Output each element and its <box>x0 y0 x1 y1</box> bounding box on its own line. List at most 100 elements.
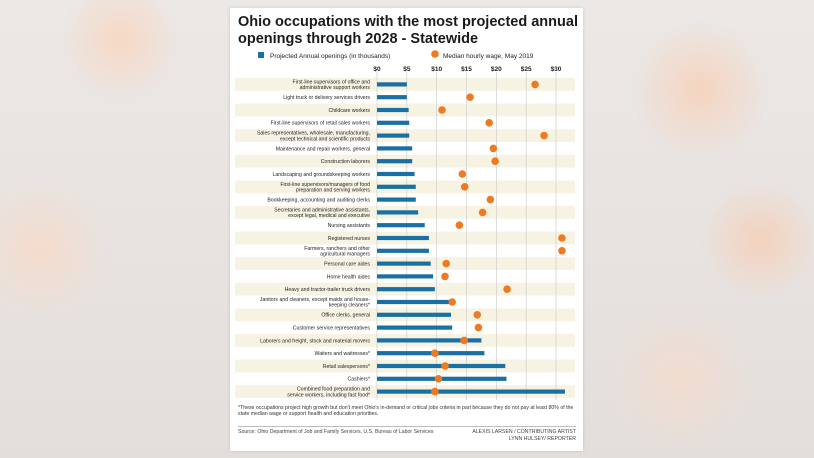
category-label: First-line supervisors of office and <box>293 80 371 86</box>
legend-bar-label: Projected Annual openings (in thousands) <box>270 53 390 60</box>
wage-dot <box>434 375 443 383</box>
openings-bar <box>377 210 419 215</box>
wage-dot <box>460 183 469 191</box>
category-label: Construction laborers <box>321 159 371 165</box>
openings-bar <box>377 171 415 177</box>
openings-bar <box>377 133 410 138</box>
wage-dot <box>466 93 474 101</box>
wage-dot <box>455 221 464 229</box>
source-note: Source: Ohio Department of Job and Famil… <box>238 429 434 435</box>
category-label: agricultural managers <box>320 252 370 258</box>
wage-dot <box>531 80 539 89</box>
openings-bar <box>377 261 431 266</box>
category-label: Bookkeeping, accounting and auditing cle… <box>267 198 370 204</box>
category-label: keeping cleaners* <box>329 303 370 309</box>
category-label: Sales representatives, wholesale, manufa… <box>257 131 370 137</box>
wage-dot <box>491 157 499 165</box>
category-label: service workers, including fast food* <box>287 392 370 398</box>
openings-bar <box>377 82 407 87</box>
category-label: Registered nurses <box>328 236 371 242</box>
openings-bar <box>377 274 434 279</box>
openings-bar <box>377 299 450 305</box>
wage-dot <box>473 311 482 319</box>
category-label: Maintenance and repair workers, general <box>276 146 370 152</box>
wage-dot <box>458 170 467 178</box>
openings-bar <box>377 287 435 292</box>
openings-bar <box>377 312 451 317</box>
category-label: Janitors and cleaners, except maids and … <box>260 297 370 303</box>
openings-bar <box>377 120 410 125</box>
category-label: Cashiers* <box>348 377 371 383</box>
openings-bar <box>377 338 482 343</box>
top-tick-label: $0 <box>373 66 381 73</box>
legend-wage-swatch <box>431 50 439 58</box>
top-tick-label: $10 <box>431 66 442 73</box>
category-label: except technical and scientific products <box>280 136 370 142</box>
footnote: *These occupations project high growth b… <box>238 405 574 418</box>
openings-bar <box>377 363 506 369</box>
top-tick-label: $20 <box>491 66 502 73</box>
openings-bar <box>377 95 407 100</box>
category-label: Home health aides <box>327 274 371 280</box>
openings-bar <box>377 389 565 394</box>
category-label: Retail salespersons* <box>323 364 370 370</box>
openings-bar <box>377 159 413 164</box>
category-label: preparation and serving workers <box>296 188 371 194</box>
top-tick-label: $15 <box>461 66 472 73</box>
openings-bar <box>377 184 416 189</box>
category-label: Heavy and tractor-trailer truck drivers <box>285 287 371 293</box>
openings-bar <box>377 107 409 113</box>
category-label: Landscaping and groundskeeping workers <box>273 172 371 178</box>
category-label: administrative support workers <box>300 85 371 91</box>
divider <box>238 426 576 427</box>
wage-dot <box>431 387 439 396</box>
category-label: Office clerks, general <box>321 313 370 319</box>
wage-dot <box>503 285 511 294</box>
top-tick-label: $5 <box>403 66 411 73</box>
chart-svg: Projected Annual openings (in thousands)… <box>235 50 575 400</box>
openings-bar <box>377 325 453 330</box>
wage-dot <box>441 362 449 370</box>
category-label: Laborers and freight, stock and material… <box>260 338 370 344</box>
legend-bar-swatch <box>258 52 264 58</box>
openings-bar <box>377 248 429 253</box>
wage-dot <box>441 272 449 281</box>
chart-title: Ohio occupations with the most projected… <box>238 14 578 47</box>
wage-dot <box>460 336 468 345</box>
category-label: Personal care aides <box>324 262 370 268</box>
top-tick-label: $30 <box>551 66 562 73</box>
category-label: Combined food preparation and <box>297 387 370 393</box>
wage-dot <box>489 144 498 153</box>
openings-bar <box>377 197 416 202</box>
openings-bar <box>377 351 485 356</box>
wage-dot <box>448 298 456 306</box>
credits: ALEXIS LARSEN / CONTRIBUTING ARTIST LYNN… <box>436 429 576 443</box>
openings-bar <box>377 235 429 241</box>
top-tick-label: $25 <box>521 66 532 73</box>
wage-dot <box>558 247 566 255</box>
wage-dot <box>485 119 493 127</box>
wage-dot <box>540 131 548 140</box>
category-label: First-line supervisors of retail sales w… <box>271 121 371 127</box>
wage-dot <box>558 234 566 242</box>
category-label: Secretaries and administrative assistant… <box>274 208 370 214</box>
category-label: Waiters and waitresses* <box>315 351 370 357</box>
infographic-card: Ohio occupations with the most projected… <box>230 8 583 451</box>
credit-artist: ALEXIS LARSEN / CONTRIBUTING ARTIST <box>472 429 576 435</box>
category-label: Childcare workers <box>328 108 370 114</box>
category-label: Nursing assistants <box>328 223 371 229</box>
category-label: except legal, medical and executive <box>288 213 370 219</box>
category-label: Farmers, ranchers and other <box>304 246 370 252</box>
wage-dot <box>438 106 446 114</box>
legend-wage-label: Median hourly wage, May 2019 <box>443 53 534 60</box>
category-label: First-line supervisors/managers of food <box>280 182 370 188</box>
openings-bar <box>377 146 413 151</box>
wage-dot <box>442 259 451 268</box>
openings-bar <box>377 223 425 228</box>
wage-dot <box>474 323 483 332</box>
wage-dot <box>431 349 439 358</box>
category-label: Light truck or delivery services drivers <box>283 95 370 101</box>
wage-dot <box>478 208 487 217</box>
wage-dot <box>486 195 495 204</box>
category-label: Customer service representatives <box>293 326 371 332</box>
